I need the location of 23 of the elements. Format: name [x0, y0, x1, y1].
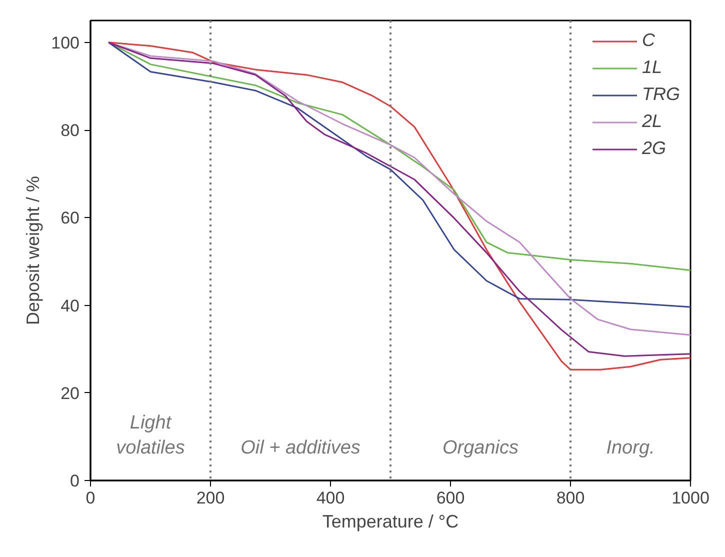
legend-label: 2G	[642, 138, 666, 159]
x-tick-label: 0	[86, 488, 96, 508]
annotation: Light volatiles	[116, 412, 186, 458]
annotation: Inorg.	[606, 438, 655, 458]
annotation: Oil + additives	[240, 438, 361, 458]
y-tick-label: 20	[60, 384, 80, 403]
legend-label: 1L	[642, 57, 662, 78]
x-tick-label: 600	[436, 488, 465, 508]
y-tick-label: 40	[60, 296, 80, 316]
x-tick-label: 1000	[672, 488, 710, 508]
y-tick-label: 80	[60, 121, 80, 140]
x-tick-label: 200	[196, 488, 225, 508]
legend-label: 2L	[642, 111, 662, 132]
x-tick-label: 400	[316, 488, 345, 508]
x-tick-label: 800	[556, 488, 585, 508]
legend-label: C	[642, 30, 656, 51]
legend-label: TRG	[642, 84, 680, 105]
y-tick-label: 60	[60, 208, 80, 228]
annotation: Organics	[442, 438, 520, 458]
x-axis-title: Temperature / °C	[322, 512, 459, 532]
y-tick-label: 100	[51, 33, 80, 52]
y-tick-label: 0	[70, 472, 80, 490]
y-axis-title: Deposit weight / %	[23, 176, 44, 326]
